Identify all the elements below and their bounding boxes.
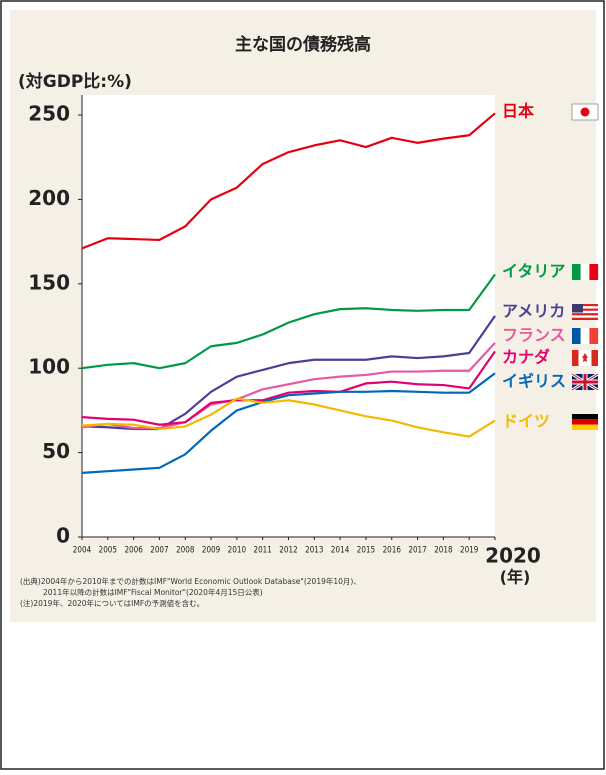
- plot-area: [82, 95, 495, 537]
- flag: [589, 328, 599, 344]
- flag: [572, 304, 598, 307]
- y-tick-label: 100: [28, 355, 70, 379]
- legend-label: ドイツ: [502, 412, 550, 431]
- note: (注)2019年、2020年についてはIMFの予測値を含む。: [20, 598, 204, 608]
- x-tick-label: 2014: [331, 545, 349, 555]
- x-tick-label: 2012: [279, 545, 297, 555]
- x-tick-label: 2017: [408, 545, 426, 555]
- series-line: [81, 397, 496, 438]
- legend-flag: [572, 264, 599, 280]
- flag: [580, 328, 590, 344]
- flag: [589, 264, 599, 280]
- flag: [572, 328, 581, 344]
- legend-label: 日本: [502, 102, 534, 121]
- legend-label: フランス: [502, 326, 566, 345]
- y-tick-label: 50: [42, 439, 70, 463]
- x-tick-label: 2019: [460, 545, 478, 555]
- y-axis-label: (対GDP比:%): [18, 71, 132, 92]
- legend-flag: [572, 414, 598, 430]
- x-tick-label: 2004: [73, 545, 91, 555]
- flag: [572, 313, 598, 316]
- flag: [572, 414, 598, 420]
- y-tick-label: 150: [28, 270, 70, 294]
- note: 2011年以降の計数はIMF"Fiscal Monitor"(2020年4月15…: [43, 587, 263, 597]
- y-tick-label: 250: [28, 102, 70, 126]
- flag: [572, 308, 598, 311]
- x-tick-label: 2005: [99, 545, 117, 555]
- x-tick-label: 2010: [228, 545, 246, 555]
- note: (出典)2004年から2010年までの計数はIMF"World Economic…: [20, 576, 361, 586]
- flag: [572, 264, 581, 280]
- flag: [580, 264, 590, 280]
- flag: [582, 353, 588, 362]
- x-tick-label: 2008: [176, 545, 194, 555]
- x-tick-label: 2018: [434, 545, 452, 555]
- x-tick-label: 2016: [383, 545, 401, 555]
- legend-flag: [572, 350, 598, 366]
- x-tick-label: 2020: [485, 544, 541, 568]
- flag: [580, 107, 590, 117]
- flag: [572, 304, 583, 313]
- y-tick-label: 200: [28, 186, 70, 210]
- legend-flag: [572, 328, 599, 344]
- flag: [572, 424, 598, 430]
- legend-flag: [571, 372, 599, 392]
- x-tick-label: 2009: [202, 545, 220, 555]
- x-tick-label: 2015: [357, 545, 375, 555]
- x-tick-label: 2007: [150, 545, 168, 555]
- x-tick-label: 2013: [305, 545, 323, 555]
- legend-flag: [571, 103, 599, 121]
- legend-label: イギリス: [502, 372, 566, 391]
- flag: [572, 306, 598, 309]
- legend-label: アメリカ: [502, 302, 565, 321]
- legend-label: カナダ: [502, 348, 550, 367]
- chart-title: 主な国の債務残高: [235, 34, 371, 55]
- flag: [572, 315, 598, 318]
- legend-label: イタリア: [502, 262, 565, 281]
- x-tick-label: 2011: [254, 545, 272, 555]
- series-line: [81, 350, 496, 426]
- flag: [572, 374, 598, 390]
- x-tick-label: 2006: [124, 545, 142, 555]
- flag: [572, 317, 598, 320]
- series-line: [81, 372, 496, 474]
- series-line: [81, 112, 496, 250]
- x-axis-label: (年): [500, 568, 531, 587]
- series-line: [81, 273, 496, 370]
- flag: [572, 419, 598, 425]
- y-tick-label: 0: [56, 524, 70, 548]
- legend-flag: [572, 304, 598, 320]
- flag: [572, 310, 598, 314]
